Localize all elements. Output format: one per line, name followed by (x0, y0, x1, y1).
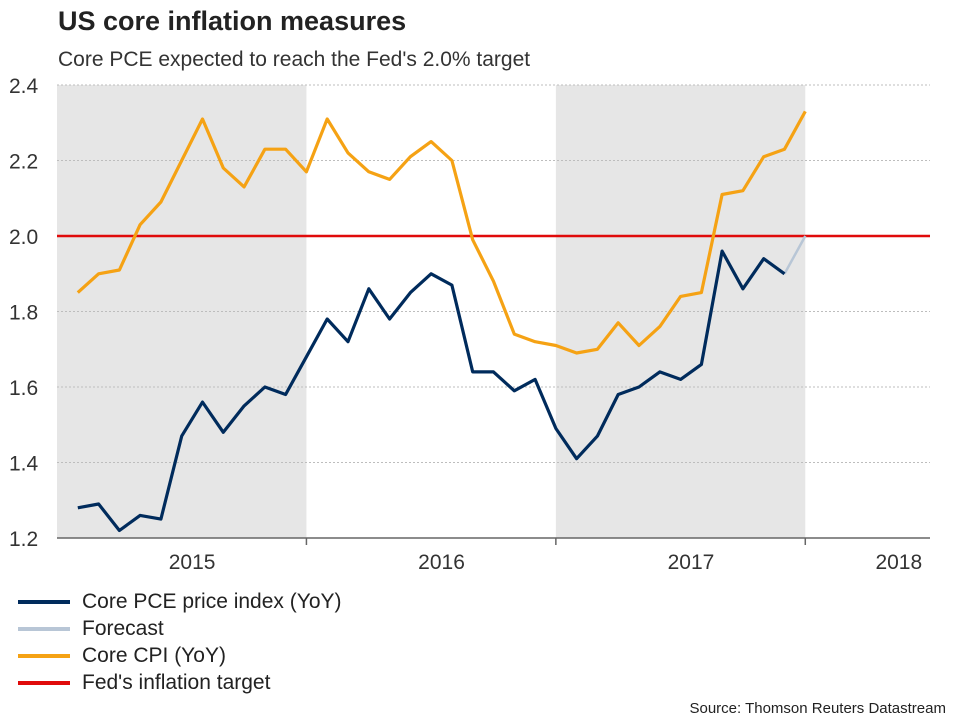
inflation-chart: 1.2 1.4 1.6 1.8 2.0 2.2 2.4 2015 2016 2017 2018 (9, 75, 930, 574)
chart-legend: Core PCE price index (YoY) Forecast Core… (18, 588, 342, 696)
legend-label-forecast: Forecast (82, 616, 164, 640)
y-tick-label: 1.6 (9, 377, 38, 400)
y-tick-label: 1.8 (9, 302, 38, 325)
legend-swatch-forecast (18, 626, 70, 631)
series-line-core-cpi (76, 110, 807, 355)
y-tick-label: 2.4 (9, 75, 39, 98)
y-tick-label: 2.0 (9, 226, 38, 249)
y-tick-label: 1.2 (9, 528, 38, 551)
chart-subtitle: Core PCE expected to reach the Fed's 2.0… (58, 48, 531, 71)
legend-label-pce: Core PCE price index (YoY) (82, 589, 342, 613)
legend-swatch-pce (18, 599, 70, 604)
x-tick-label-2015: 2015 (169, 551, 216, 574)
legend-item-cpi: Core CPI (YoY) (18, 642, 342, 669)
legend-label-cpi: Core CPI (YoY) (82, 643, 226, 667)
legend-item-forecast: Forecast (18, 615, 342, 642)
legend-swatch-target (18, 680, 70, 685)
x-tick-label-2017: 2017 (668, 551, 715, 574)
legend-item-pce: Core PCE price index (YoY) (18, 588, 342, 615)
chart-title: US core inflation measures (58, 6, 407, 36)
y-tick-label: 2.2 (9, 151, 38, 174)
x-tick-label-2016: 2016 (418, 551, 465, 574)
series-line-core-pce (77, 249, 786, 533)
legend-label-target: Fed's inflation target (82, 670, 271, 694)
x-tick-label-2018: 2018 (875, 551, 922, 574)
source-note: Source: Thomson Reuters Datastream (689, 700, 946, 717)
series-line-forecast (783, 235, 807, 275)
legend-swatch-cpi (18, 653, 70, 658)
y-tick-label: 1.4 (9, 453, 39, 476)
legend-item-target: Fed's inflation target (18, 669, 342, 696)
